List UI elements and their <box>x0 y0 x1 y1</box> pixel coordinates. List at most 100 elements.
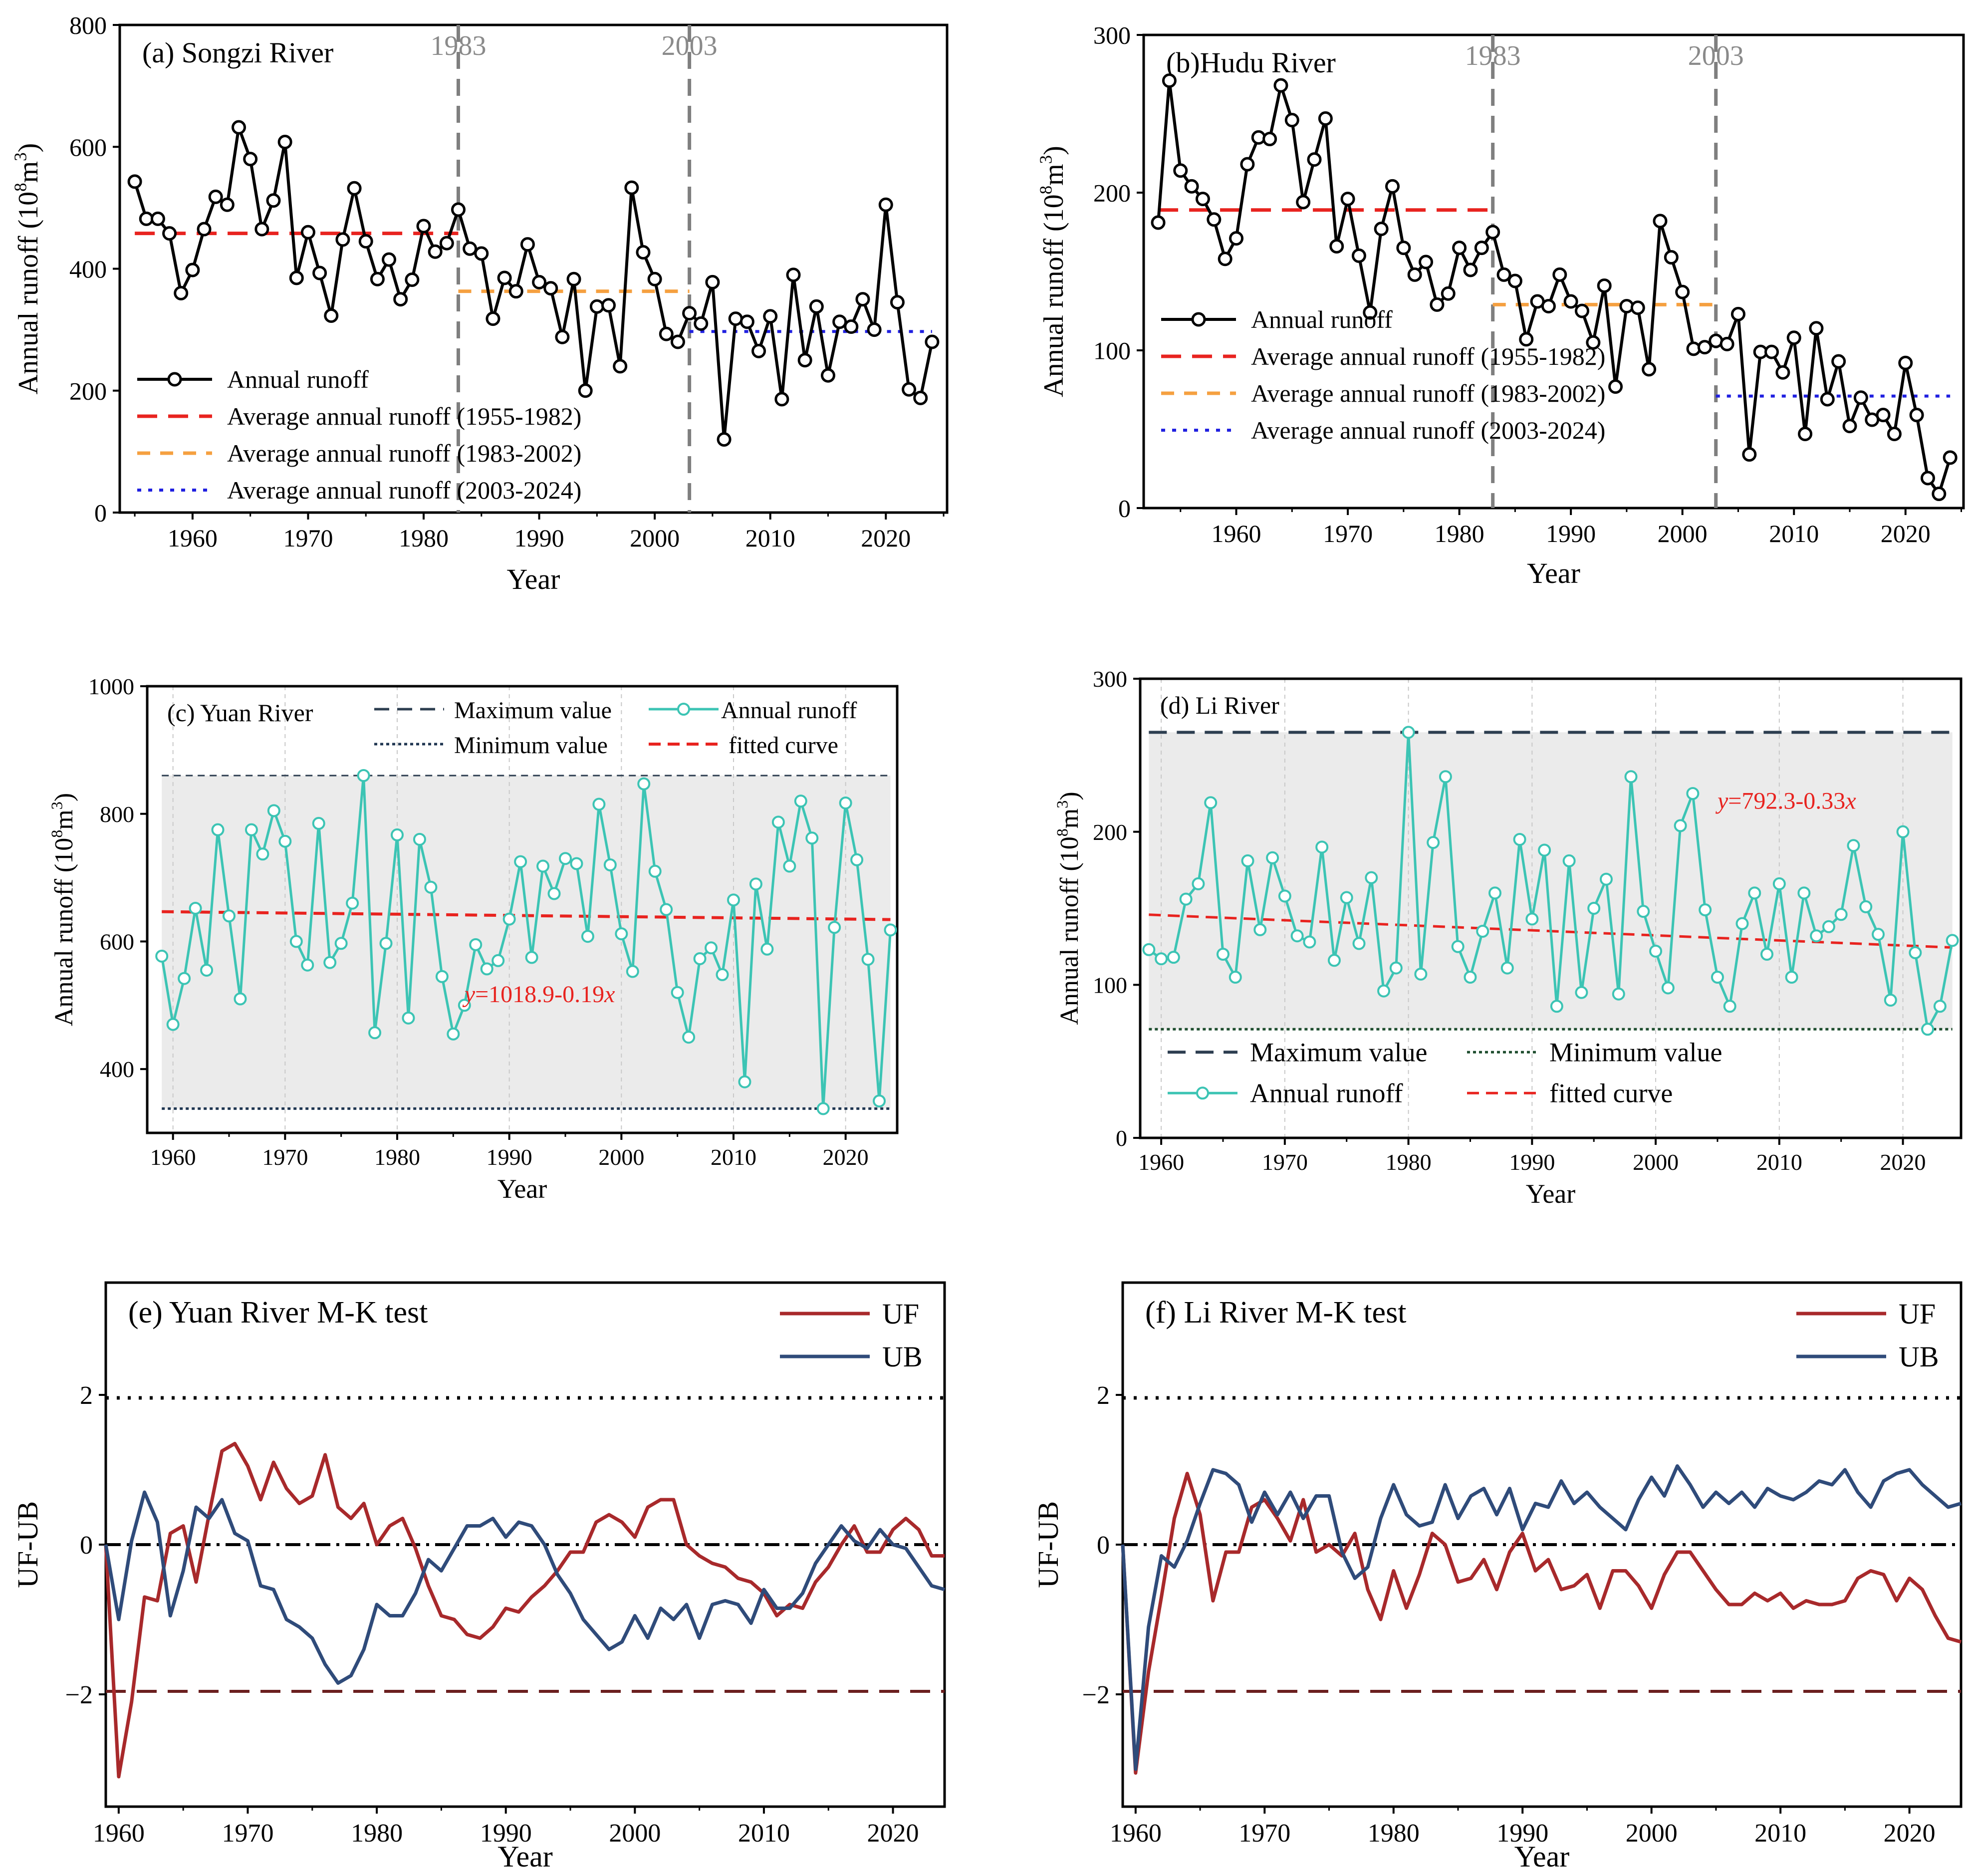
panel-b-point-2013 <box>1820 392 1835 407</box>
panel-a-point-1993 <box>566 271 581 286</box>
panel-c-y-axis-label-sup3: 3 <box>47 802 65 809</box>
panel-a-point-1961 <box>197 222 212 237</box>
panel-b-point-2010 <box>1786 330 1801 345</box>
panel-d-point-1962 <box>1179 892 1193 906</box>
panel-d-li-river: 1960 1970 1980 1990 2000 2010 2020 0 100 200 300 Ye… <box>1053 666 1963 1209</box>
panel-a-xtick-label-2020: 2020 <box>861 524 911 552</box>
panel-f-ytick-label-2: 2 <box>1097 1381 1110 1410</box>
panel-c-point-2011 <box>738 1075 751 1088</box>
panel-a-point-2013 <box>797 353 812 368</box>
panel-d-ytick-label-200: 200 <box>1093 819 1127 845</box>
panel-e-title: (e) Yuan River M-K test <box>128 1296 428 1330</box>
panel-d-point-1979 <box>1389 961 1403 975</box>
panel-c-point-1997 <box>581 930 594 943</box>
panel-c-ytick-label-800: 800 <box>100 802 134 827</box>
panel-d-point-1987 <box>1488 886 1502 900</box>
panel-c-point-1976 <box>346 896 359 910</box>
panel-c-legend-min-label: Minimum value <box>454 732 608 759</box>
panel-b-point-1982 <box>1474 241 1489 256</box>
panel-d-point-2001 <box>1661 981 1675 995</box>
panel-b-point-1991 <box>1575 303 1590 318</box>
panel-e-xtick-label-2010: 2010 <box>738 1819 790 1848</box>
panel-c-point-1988 <box>480 962 493 976</box>
panel-a-y-axis-label-close: ) <box>13 143 44 153</box>
panel-f-y-axis-label: UF-UB <box>1032 1501 1064 1588</box>
panel-b-point-1955 <box>1173 163 1188 178</box>
panel-a-point-2020 <box>878 197 893 212</box>
panel-a-ytick-label-600: 600 <box>69 133 107 161</box>
panel-c-point-2022 <box>861 953 875 966</box>
panel-b-point-1965 <box>1284 113 1299 128</box>
panel-c-point-2001 <box>626 965 639 978</box>
panel-e-xtick-label-2000: 2000 <box>609 1819 661 1848</box>
panel-a-point-1986 <box>486 311 500 326</box>
panel-a-point-1985 <box>474 246 489 261</box>
panel-d-point-2012 <box>1797 886 1811 900</box>
panel-b-xtick-label-1990: 1990 <box>1546 520 1596 547</box>
panel-a-xtick-label-2000: 2000 <box>630 524 680 552</box>
panel-c-xtick-label-1980: 1980 <box>374 1144 420 1170</box>
panel-c-point-1999 <box>603 858 617 871</box>
panel-b-point-1998 <box>1653 214 1668 229</box>
panel-a-point-1996 <box>601 298 616 313</box>
panel-b-y-axis-label-sup8: 8 <box>1036 186 1056 195</box>
panel-d-y-axis-label-m: m <box>1055 808 1084 828</box>
panel-c-point-2009 <box>716 968 729 981</box>
panel-c-legend-fit-label: fitted curve <box>729 732 838 759</box>
panel-c-point-1992 <box>525 951 538 964</box>
panel-a-point-1998 <box>624 180 639 195</box>
panel-d-point-1988 <box>1500 961 1514 975</box>
panel-a-point-1988 <box>508 284 523 299</box>
panel-c-point-2012 <box>749 877 762 891</box>
panel-f-legend-uf-label: UF <box>1899 1298 1936 1330</box>
panel-a-point-1970 <box>300 225 315 240</box>
panel-c-xtick-label-2010: 2010 <box>711 1144 756 1170</box>
panel-a-point-1960 <box>185 263 200 277</box>
panel-d-point-2020 <box>1896 825 1910 838</box>
panel-c-ytick-label-600: 600 <box>100 929 134 955</box>
panel-a-point-2024 <box>925 334 940 349</box>
panel-e-ytick-label--2: −2 <box>65 1681 93 1709</box>
panel-a-vline-label-2003: 2003 <box>662 30 718 61</box>
panel-a-point-1977 <box>382 252 397 267</box>
panel-d-legend-runoff-label: Annual runoff <box>1250 1078 1403 1108</box>
panel-d-point-2002 <box>1674 819 1687 832</box>
panel-c-legend-runoff-label: Annual runoff <box>721 697 857 724</box>
panel-c-point-1981 <box>402 1011 415 1025</box>
panel-e-xtick-label-2020: 2020 <box>867 1819 919 1848</box>
panel-b-point-1986 <box>1519 332 1534 347</box>
panel-d-ytick-label-100: 100 <box>1093 972 1127 998</box>
panel-c-point-2021 <box>850 853 864 866</box>
panel-d-point-2009 <box>1760 948 1774 961</box>
panel-d-xtick-label-1990: 1990 <box>1509 1149 1555 1175</box>
panel-d-point-1960 <box>1155 952 1168 966</box>
panel-a-point-1990 <box>532 274 547 289</box>
panel-d-legend-runoff-marker <box>1196 1086 1209 1100</box>
panel-e-yuan-river-mk-test: 1960 1970 1980 1990 2000 2010 2020 −2 0 2 Year UF-U… <box>11 1281 946 1873</box>
panel-b-x-axis-label: Year <box>1527 557 1580 589</box>
panel-b-title: (b)Hudu River <box>1166 46 1336 79</box>
panel-d-x-axis-label: Year <box>1526 1179 1576 1209</box>
panel-c-point-1972 <box>301 958 314 972</box>
panel-a-point-1997 <box>613 359 628 374</box>
panel-d-point-2007 <box>1735 917 1749 930</box>
panel-a-point-1967 <box>266 193 281 208</box>
panel-a-xtick-label-1960: 1960 <box>168 524 218 552</box>
panel-b-legend-runoff-label: Annual runoff <box>1251 305 1393 333</box>
panel-c-point-2024 <box>884 923 897 937</box>
panel-d-point-2019 <box>1884 994 1897 1007</box>
panel-b-vline-label-2003: 2003 <box>1688 40 1744 71</box>
panel-b-y-axis-label-sup3: 3 <box>1036 155 1056 164</box>
panel-a-point-2005 <box>705 274 720 289</box>
panel-c-point-1965 <box>223 909 236 923</box>
panel-d-point-1982 <box>1427 836 1440 849</box>
panel-d-point-2006 <box>1723 1000 1736 1013</box>
panel-a-point-1976 <box>370 271 385 286</box>
panel-c-point-2013 <box>760 942 774 956</box>
panel-f-li-river-mk-test: 1960 1970 1980 1990 2000 2010 2020 −2 0 2 Year UF-U… <box>1032 1281 1963 1873</box>
panel-c-point-1974 <box>323 956 337 969</box>
panel-b-point-1985 <box>1507 273 1522 288</box>
panel-b-point-1993 <box>1597 278 1612 293</box>
panel-d-point-2021 <box>1909 946 1922 959</box>
panel-d-point-1985 <box>1464 971 1477 984</box>
